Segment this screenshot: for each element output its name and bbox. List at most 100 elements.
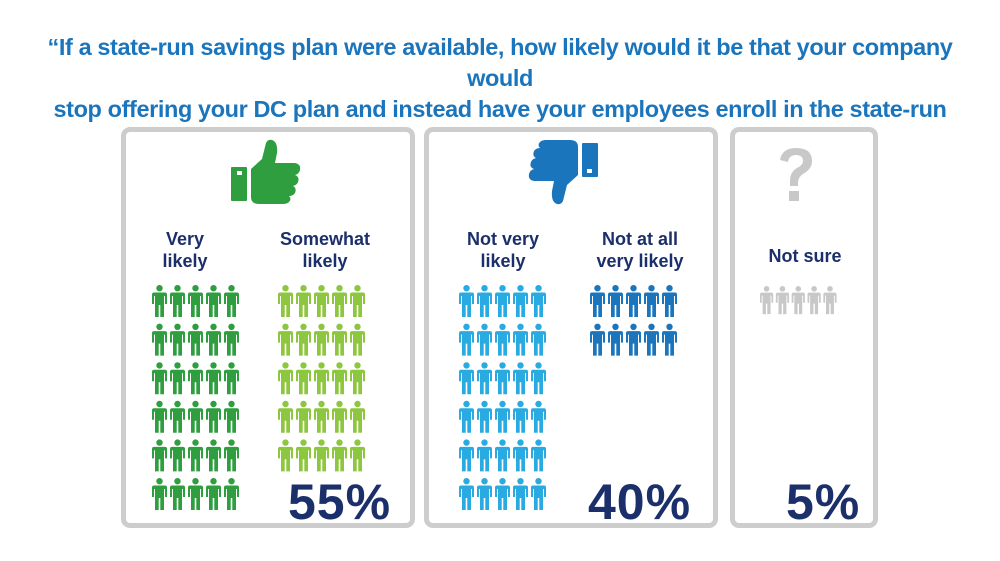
person-icon xyxy=(477,323,492,356)
person-icon xyxy=(350,400,365,433)
person-icon xyxy=(513,400,528,433)
somewhat-likely-label: Somewhat likely xyxy=(265,228,385,272)
person-icon xyxy=(314,400,329,433)
person-icon xyxy=(206,362,221,395)
not-at-all-likely-label-line-2: very likely xyxy=(596,251,684,271)
person-icon xyxy=(644,323,659,356)
person-icon xyxy=(170,285,185,317)
person-icon xyxy=(296,362,311,395)
person-icon xyxy=(152,285,167,317)
not-very-likely-label-line-2: likely xyxy=(480,251,526,271)
person-icon xyxy=(278,400,293,433)
person-icon xyxy=(513,362,528,395)
person-icon xyxy=(206,323,221,356)
person-icon xyxy=(188,439,203,472)
person-icon xyxy=(459,400,474,433)
likely-total-percent: 55% xyxy=(288,474,392,530)
very-likely-label-line-1: Very xyxy=(165,229,205,249)
not-sure-total-percent: 5% xyxy=(786,474,861,530)
not-at-all-likely-label: Not at all very likely xyxy=(575,228,705,272)
person-icon xyxy=(477,478,492,510)
person-icon xyxy=(590,285,605,317)
somewhat-likely-label-line-1: Somewhat xyxy=(279,229,371,249)
person-icon xyxy=(513,323,528,356)
person-icon xyxy=(278,362,293,395)
person-icon xyxy=(224,400,239,433)
person-icon xyxy=(152,400,167,433)
person-icon xyxy=(531,285,546,317)
not-very-likely-label: Not very likely xyxy=(448,228,558,272)
person-icon xyxy=(350,362,365,395)
person-icon xyxy=(314,362,329,395)
person-icon xyxy=(608,323,623,356)
person-icon xyxy=(531,362,546,395)
person-icon xyxy=(608,285,623,317)
person-icon xyxy=(495,478,510,510)
person-icon xyxy=(626,323,641,356)
chart-title-line-1: “If a state-run savings plan were availa… xyxy=(47,34,953,91)
person-icon xyxy=(296,323,311,356)
person-icon xyxy=(314,323,329,356)
person-icon xyxy=(459,478,474,510)
person-icon xyxy=(626,285,641,317)
person-icon xyxy=(332,323,347,356)
person-icon xyxy=(513,285,528,317)
person-icon xyxy=(206,400,221,433)
thumbs-down-icon xyxy=(528,140,598,205)
person-icon xyxy=(477,285,492,317)
person-icon xyxy=(495,285,510,317)
question-mark-icon xyxy=(780,148,812,201)
person-icon xyxy=(350,285,365,317)
not-likely-total-percent: 40% xyxy=(588,474,692,530)
person-icon xyxy=(188,362,203,395)
person-icon xyxy=(332,439,347,472)
person-icon xyxy=(531,478,546,510)
person-icon xyxy=(188,478,203,510)
person-icon xyxy=(188,400,203,433)
person-icon xyxy=(206,285,221,317)
person-icon xyxy=(170,478,185,510)
person-icon xyxy=(152,439,167,472)
person-icon xyxy=(278,285,293,317)
person-icon xyxy=(224,478,239,510)
not-very-likely-people-grid xyxy=(459,285,546,510)
not-sure-panel xyxy=(730,127,878,528)
person-icon xyxy=(495,362,510,395)
somewhat-likely-label-line-2: likely xyxy=(302,251,348,271)
person-icon xyxy=(531,439,546,472)
person-icon xyxy=(662,285,677,317)
person-icon xyxy=(495,400,510,433)
person-icon xyxy=(152,362,167,395)
person-icon xyxy=(823,286,837,315)
person-icon xyxy=(350,323,365,356)
person-icon xyxy=(332,285,347,317)
person-icon xyxy=(477,439,492,472)
person-icon xyxy=(224,323,239,356)
person-icon xyxy=(332,362,347,395)
person-icon xyxy=(590,323,605,356)
person-icon xyxy=(278,323,293,356)
person-icon xyxy=(278,439,293,472)
not-sure-people-grid xyxy=(760,286,837,315)
person-icon xyxy=(531,323,546,356)
person-icon xyxy=(224,439,239,472)
person-icon xyxy=(296,439,311,472)
person-icon xyxy=(477,362,492,395)
person-icon xyxy=(152,323,167,356)
person-icon xyxy=(332,400,347,433)
person-icon xyxy=(188,323,203,356)
person-icon xyxy=(459,362,474,395)
person-icon xyxy=(760,286,774,315)
person-icon xyxy=(152,478,167,510)
not-at-all-likely-label-line-1: Not at all xyxy=(601,229,678,249)
person-icon xyxy=(206,439,221,472)
person-icon xyxy=(188,285,203,317)
person-icon xyxy=(495,439,510,472)
person-icon xyxy=(314,439,329,472)
person-icon xyxy=(170,400,185,433)
person-icon xyxy=(775,286,790,315)
person-icon xyxy=(513,439,528,472)
person-icon xyxy=(459,285,474,317)
not-sure-label-line-1: Not sure xyxy=(768,246,842,266)
person-icon xyxy=(224,285,239,317)
